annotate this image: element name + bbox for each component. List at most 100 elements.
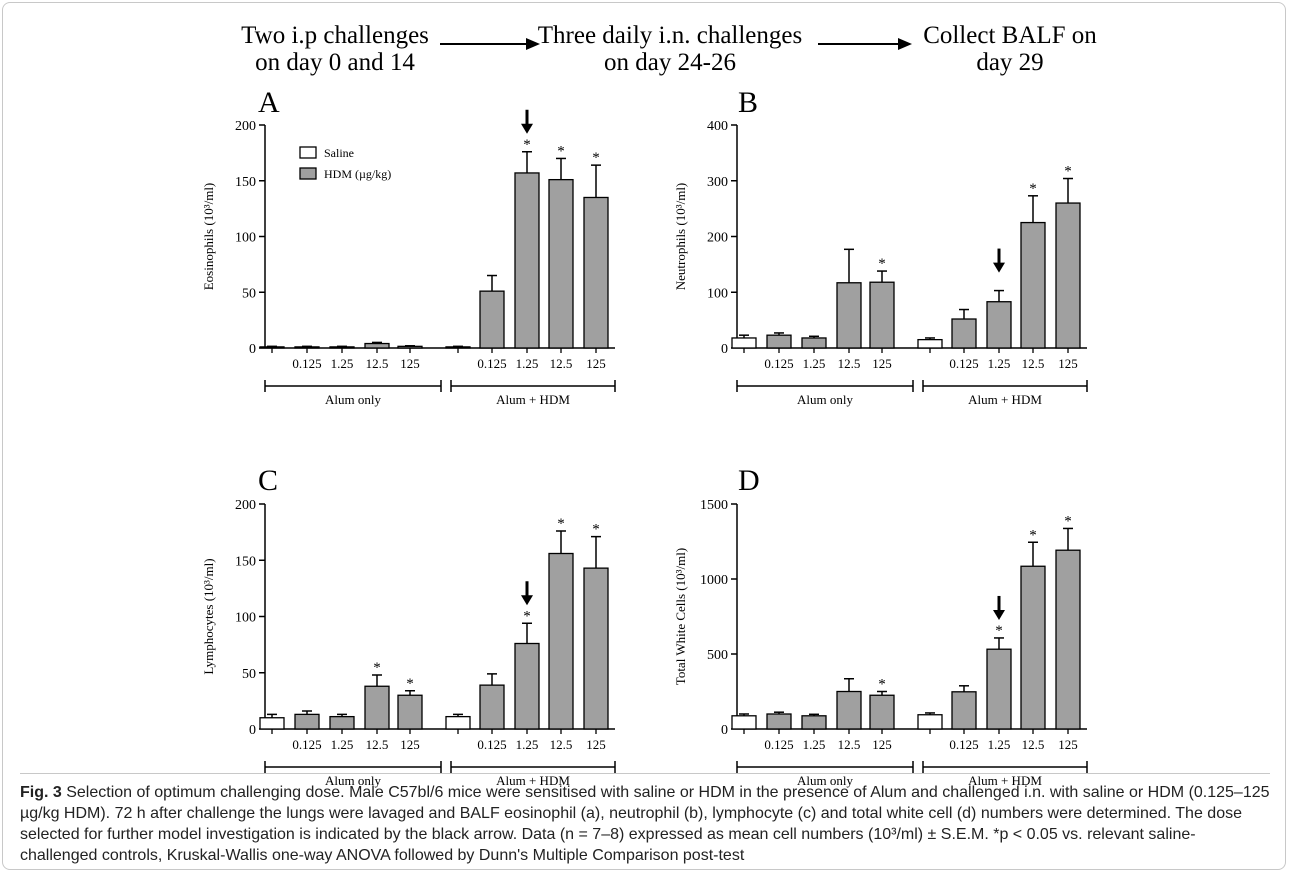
flow-step-2-line-2: on day 24-26 <box>604 49 736 76</box>
bar-d-3 <box>836 690 862 730</box>
y-tick-label: 150 <box>235 554 256 569</box>
significance-star: * <box>1064 513 1072 529</box>
x-tick-label: 1.25 <box>516 737 539 752</box>
y-tick-label: 150 <box>235 175 256 190</box>
bar-a-8 <box>548 178 574 349</box>
x-tick-label: 1.25 <box>803 737 826 752</box>
x-tick-label: 0.125 <box>764 737 793 752</box>
y-tick-label: 100 <box>235 231 256 246</box>
y-axis-label: Eosinophils (10³/ml) <box>201 183 216 291</box>
x-tick-label: 0.125 <box>477 356 506 371</box>
group-label-2: Alum + HDM <box>496 392 570 407</box>
caption-text: Selection of optimum challenging dose. M… <box>20 784 1270 864</box>
y-axis-label: Neutrophils (10³/ml) <box>673 183 688 291</box>
flow-step-3-line-2: day 29 <box>976 49 1044 76</box>
bar-d-9 <box>1055 549 1081 730</box>
flow-arrows <box>440 38 912 50</box>
x-tick-label: 125 <box>1058 737 1078 752</box>
bar-c-7 <box>514 642 540 730</box>
y-tick-label: 200 <box>235 119 256 134</box>
bar-b-3 <box>836 282 862 349</box>
x-tick-label: 12.5 <box>838 356 861 371</box>
x-tick-label: 12.5 <box>838 737 861 752</box>
x-tick-label: 1.25 <box>331 737 354 752</box>
significance-star: * <box>557 516 565 532</box>
panel-letter-a: A <box>258 86 280 119</box>
group-label-1: Alum only <box>325 773 381 788</box>
selection-arrow-head <box>521 123 533 134</box>
panel-letter-c: C <box>258 464 278 497</box>
x-tick-label: 125 <box>1058 356 1078 371</box>
group-label-2: Alum + HDM <box>496 773 570 788</box>
bar-b-9 <box>1055 202 1081 349</box>
flow-step-1-line-2: on day 0 and 14 <box>255 49 415 76</box>
y-tick-label: 1500 <box>700 498 728 513</box>
x-tick-label: 12.5 <box>366 356 389 371</box>
x-tick-label: 125 <box>400 356 420 371</box>
panel-letter-d: D <box>738 464 760 497</box>
y-tick-label: 0 <box>249 342 256 357</box>
y-tick-label: 0 <box>249 723 256 738</box>
significance-star: * <box>1029 181 1037 197</box>
group-label-1: Alum only <box>797 392 853 407</box>
bar-d-7 <box>986 648 1012 730</box>
x-tick-label: 125 <box>586 356 606 371</box>
x-tick-label: 0.125 <box>292 737 321 752</box>
significance-star: * <box>878 677 886 693</box>
x-tick-label: 125 <box>400 737 420 752</box>
x-tick-label: 125 <box>586 737 606 752</box>
y-tick-label: 0 <box>721 723 728 738</box>
y-tick-label: 100 <box>235 611 256 626</box>
y-tick-label: 200 <box>235 498 256 513</box>
bar-d-4 <box>869 694 895 730</box>
y-axis-label: Lymphocytes (10³/ml) <box>201 558 216 674</box>
x-tick-label: 1.25 <box>516 356 539 371</box>
selection-arrow-head <box>993 609 1005 620</box>
flow-step-3: Collect BALF on day 29 <box>905 22 1115 76</box>
y-tick-label: 0 <box>721 342 728 357</box>
bar-a-6 <box>479 290 505 349</box>
y-tick-label: 1000 <box>700 573 728 588</box>
panel-letter-b: B <box>738 86 758 119</box>
y-tick-label: 50 <box>242 667 256 682</box>
figure-caption: Fig. 3 Selection of optimum challenging … <box>20 773 1270 868</box>
x-tick-label: 0.125 <box>949 737 978 752</box>
flow-step-2-line-1: Three daily i.n. challenges <box>537 22 803 49</box>
significance-star: * <box>592 150 600 166</box>
selection-arrow-head <box>521 595 533 606</box>
legend-saline-label: Saline <box>324 146 354 160</box>
bar-c-4 <box>397 694 423 730</box>
significance-star: * <box>995 623 1003 639</box>
x-tick-label: 1.25 <box>988 356 1011 371</box>
significance-star: * <box>523 608 531 624</box>
significance-star: * <box>1064 164 1072 180</box>
flow-arrow-1 <box>440 38 540 50</box>
significance-star: * <box>557 143 565 159</box>
x-tick-label: 12.5 <box>366 737 389 752</box>
group-label-1: Alum only <box>325 392 381 407</box>
legend-hdm-label: HDM (µg/kg) <box>324 167 391 181</box>
bar-d-6 <box>951 691 977 730</box>
significance-star: * <box>406 676 414 692</box>
flow-step-2: Three daily i.n. challenges on day 24-26 <box>530 22 810 76</box>
group-label-2: Alum + HDM <box>968 773 1042 788</box>
x-tick-label: 125 <box>872 737 892 752</box>
x-tick-label: 1.25 <box>331 356 354 371</box>
x-tick-label: 12.5 <box>550 356 573 371</box>
x-tick-label: 1.25 <box>803 356 826 371</box>
legend-hdm-swatch <box>299 167 317 180</box>
bar-a-9 <box>583 196 609 349</box>
y-tick-label: 500 <box>707 648 728 663</box>
legend-saline-swatch <box>299 146 317 159</box>
x-tick-label: 1.25 <box>988 737 1011 752</box>
bar-d-1 <box>766 713 792 730</box>
x-tick-label: 0.125 <box>292 356 321 371</box>
group-label-1: Alum only <box>797 773 853 788</box>
flow-arrow-2 <box>818 38 912 50</box>
y-tick-label: 100 <box>707 286 728 301</box>
significance-star: * <box>592 522 600 538</box>
